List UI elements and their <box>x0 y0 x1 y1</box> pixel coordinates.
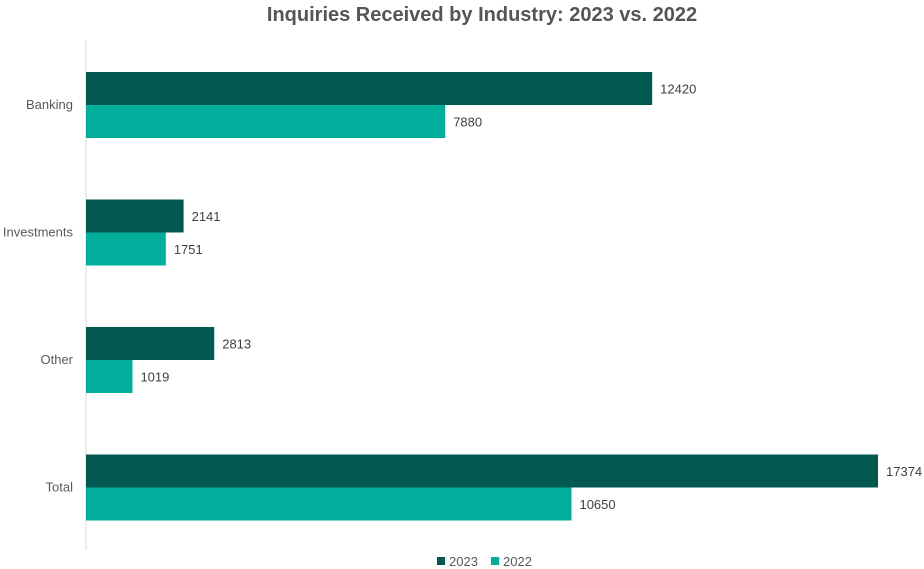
bar-banking-2023 <box>86 72 653 105</box>
data-label-total-2023: 17374 <box>886 464 922 479</box>
bar-investments-2022 <box>86 232 166 266</box>
data-label-banking-2022: 7880 <box>453 115 482 130</box>
bar-investments-2023 <box>86 199 184 233</box>
bar-other-2023 <box>86 327 215 360</box>
legend: 2023 2022 <box>437 554 532 569</box>
category-label-other: Other <box>40 352 73 367</box>
category-label-banking: Banking <box>26 97 73 112</box>
chart-title: Inquiries Received by Industry: 2023 vs.… <box>267 4 697 26</box>
category-label-investments: Investments <box>3 225 74 240</box>
category-label-total: Total <box>46 480 74 495</box>
bar-total-2022 <box>86 487 572 521</box>
bar-total-2023 <box>86 454 878 488</box>
legend-label-2023: 2023 <box>449 554 478 569</box>
bars-layer <box>86 72 878 521</box>
legend-swatch-2023 <box>437 557 445 565</box>
value-labels: 12420 7880 2141 1751 2813 1019 17374 10650 <box>140 82 922 513</box>
data-label-banking-2023: 12420 <box>660 82 696 97</box>
bar-other-2022 <box>86 360 133 393</box>
data-label-total-2022: 10650 <box>579 497 615 512</box>
category-labels: Banking Investments Other Total <box>3 97 74 495</box>
bar-banking-2022 <box>86 105 446 138</box>
data-label-investments-2023: 2141 <box>192 209 221 224</box>
data-label-other-2022: 1019 <box>140 370 169 385</box>
legend-swatch-2022 <box>491 557 499 565</box>
data-label-investments-2022: 1751 <box>174 242 203 257</box>
legend-label-2022: 2022 <box>503 554 532 569</box>
data-label-other-2023: 2813 <box>222 337 251 352</box>
